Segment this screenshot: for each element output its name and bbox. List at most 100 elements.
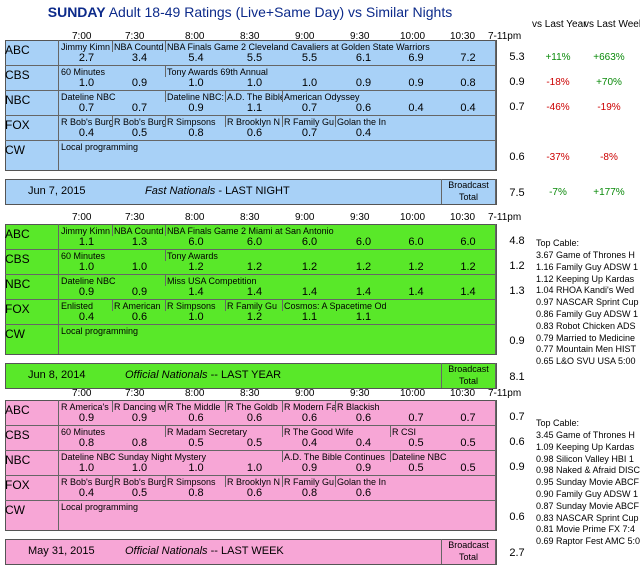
time-header-7: 10:30	[450, 31, 476, 42]
rating-value: 0.9	[78, 286, 95, 298]
rating-value: 0.9	[131, 412, 148, 424]
rating-value: 0.9	[188, 102, 204, 114]
rating-value: 0.6	[355, 412, 372, 424]
timeslot-total: 0.7	[509, 411, 525, 423]
rating-value: 0.6	[131, 311, 148, 323]
rating-value: 1.1	[246, 102, 263, 114]
show-title: 60 Minutes	[61, 427, 106, 437]
rating-value: 0.5	[408, 437, 424, 449]
network-label: FOX	[5, 302, 30, 316]
show-title: 60 Minutes	[61, 67, 106, 77]
rating-value: 2.7	[78, 52, 95, 64]
rating-value: 6.0	[188, 236, 204, 248]
time-header-3: 8:30	[240, 31, 260, 42]
show-title: R Bob's Burg	[114, 117, 165, 127]
show-divider	[282, 401, 283, 412]
rating-value: 0.5	[246, 437, 263, 449]
show-divider	[225, 116, 226, 127]
top-cable-item: 0.83 NASCAR Sprint Cup	[536, 512, 639, 523]
network-label: NBC	[5, 453, 31, 467]
network-label: CW	[5, 327, 25, 341]
grand-vs-last-year: -7%	[549, 187, 567, 198]
rating-value: 0.6	[355, 102, 372, 114]
grand-vs-last-week: +177%	[593, 187, 625, 198]
time-header-3: 8:30	[240, 388, 260, 399]
rating-value: 3.4	[131, 52, 148, 64]
show-title: R Brooklyn N	[227, 117, 281, 127]
show-title: American Odyssey	[284, 92, 360, 102]
vs-last-week-value: -19%	[597, 102, 621, 113]
broadcast-label: Broadcast	[448, 364, 489, 374]
show-title: R Dancing with the Stars	[114, 402, 165, 412]
show-divider	[165, 41, 166, 52]
timeslot-total: 0.6	[509, 436, 525, 448]
show-title: R Bob's Burg	[61, 477, 112, 487]
time-header-1: 7:30	[125, 31, 145, 42]
rating-value: 0.9	[355, 77, 372, 89]
show-divider	[335, 401, 336, 412]
show-title: Jimmy Kimn	[61, 226, 110, 236]
rating-value: 0.6	[246, 127, 263, 139]
rating-value: 0.7	[460, 412, 476, 424]
show-title: R Madam Secretary	[167, 427, 248, 437]
show-divider	[165, 250, 166, 261]
network-label: NBC	[5, 277, 31, 291]
footer-label: Fast Nationals - LAST NIGHT	[145, 185, 290, 197]
rating-value: 1.2	[301, 261, 318, 273]
ratings-grid-panel	[5, 224, 497, 355]
network-label: FOX	[5, 478, 30, 492]
show-title: Dateline NBC	[392, 452, 447, 462]
rating-value: 0.8	[460, 77, 476, 89]
show-divider	[165, 66, 166, 77]
nationals-footer-panel	[5, 363, 497, 389]
top-cable-item: 0.98 Silicon Valley HBI 1	[536, 453, 634, 464]
show-title: Dateline NBC	[61, 92, 116, 102]
ratings-grid-panel	[5, 40, 497, 171]
show-divider	[282, 116, 283, 127]
time-header-0: 7:00	[72, 31, 92, 42]
rating-value: 1.0	[246, 462, 263, 474]
time-header-8: 7-11pm	[488, 212, 522, 223]
show-divider	[165, 300, 166, 311]
time-header-2: 8:00	[185, 212, 205, 223]
time-header-5: 9:30	[350, 31, 370, 42]
grid-divider	[495, 179, 496, 204]
top-cable-item: 0.86 Family Guy ADSW 1	[536, 309, 639, 319]
rating-value: 7.2	[460, 52, 476, 64]
show-title: R CSI	[392, 427, 417, 437]
rating-value: 0.4	[355, 127, 372, 139]
rating-value: 0.8	[131, 437, 148, 449]
rating-value: 6.1	[355, 52, 372, 64]
rating-value: 0.9	[78, 412, 95, 424]
time-header-2: 8:00	[185, 31, 205, 42]
rating-value: 1.1	[355, 311, 372, 323]
show-divider	[282, 451, 283, 462]
show-divider	[282, 476, 283, 487]
rating-value: 5.4	[188, 52, 204, 64]
timeslot-total: 0.7	[509, 101, 525, 113]
rating-value: 0.4	[460, 102, 476, 114]
grid-divider	[495, 363, 496, 388]
top-cable-item: 0.87 Sunday Movie ABCF	[536, 500, 640, 511]
show-divider	[165, 275, 166, 286]
show-title: NBA Finals Game 2 Miami at San Antonio	[167, 226, 334, 236]
show-title: R Bob's Burg	[114, 477, 165, 487]
rating-value: 0.5	[460, 462, 476, 474]
rating-value: 1.0	[78, 462, 95, 474]
vs-last-year-value: -37%	[546, 152, 570, 163]
rating-value: 0.7	[408, 412, 424, 424]
rating-value: 0.6	[301, 412, 318, 424]
show-title: A.D. The Bible Continues	[284, 452, 385, 462]
time-header-7: 10:30	[450, 212, 476, 223]
vs-last-week-value: +663%	[593, 52, 625, 63]
top-cable-item: 0.83 Robot Chicken ADS	[536, 320, 636, 331]
rating-value: 0.5	[460, 437, 476, 449]
row-divider	[5, 324, 495, 325]
rating-value: 0.5	[408, 462, 424, 474]
show-title: R The Middle	[167, 402, 221, 412]
grid-divider	[441, 539, 442, 564]
rating-value: 0.8	[188, 487, 204, 499]
grid-divider	[58, 224, 59, 354]
rating-value: 0.7	[301, 127, 318, 139]
top-cable-item: 0.81 Movie Prime FX 7:4	[536, 524, 636, 535]
